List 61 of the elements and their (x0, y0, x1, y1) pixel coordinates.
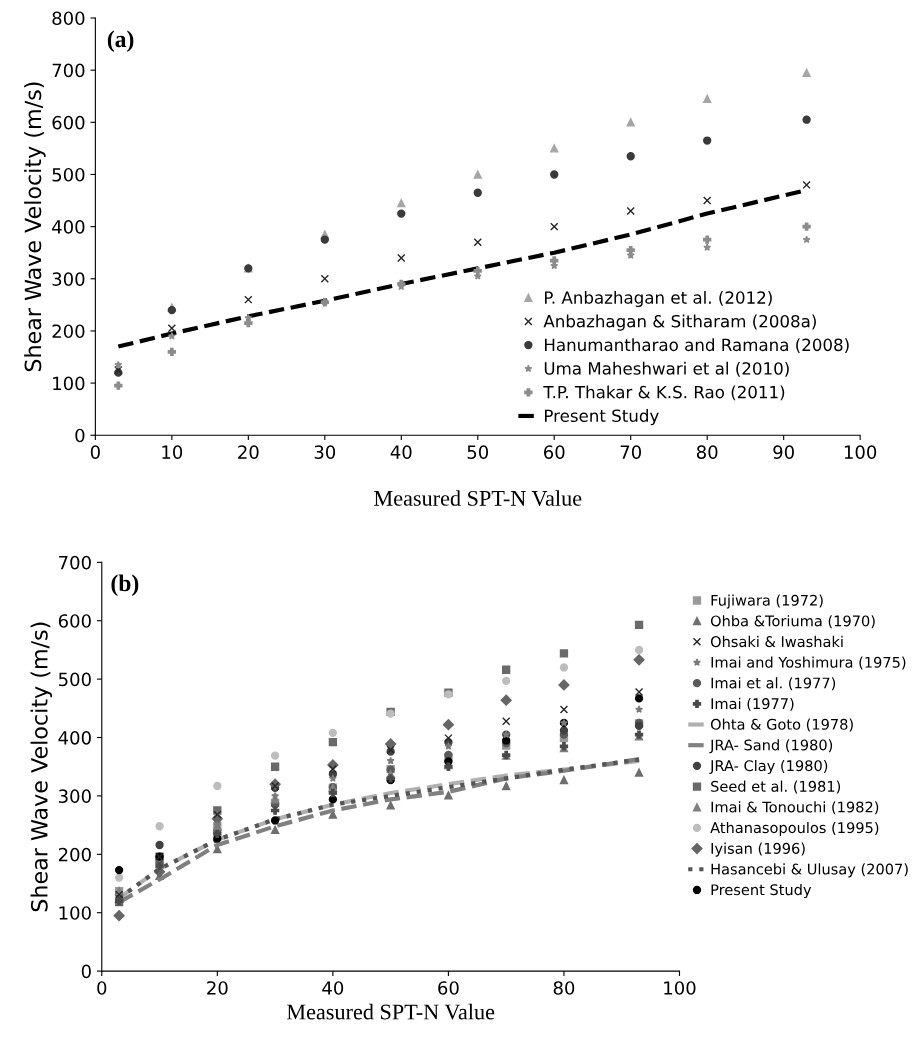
y-axis-title: Shear Wave Velocity (m/s) (30, 622, 53, 912)
legend-label: JRA- Clay (1980) (709, 759, 828, 775)
y-tick-label: 700 (52, 63, 85, 78)
y-tick-label: 500 (52, 167, 85, 182)
chart-title: (b) (111, 574, 139, 596)
legend-label: Present Study (545, 409, 659, 426)
legend-label: T.P. Thakar & K.S. Rao (2011) (543, 385, 785, 401)
legend-label: Imai and Yoshimura (1975) (711, 656, 906, 670)
x-tick-label: 30 (314, 445, 336, 459)
legend-label: Imai & Tonouchi (1982) (711, 801, 879, 815)
legend-label: Seed et al. (1981) (711, 780, 841, 794)
x-tick-label: 20 (238, 445, 259, 459)
legend-label: Anbazhagan & Sitharam (2008a) (543, 314, 816, 331)
x-tick-label: 70 (620, 445, 641, 459)
x-tick-label: 40 (390, 445, 412, 459)
x-axis-title: Measured SPT-N Value (374, 490, 582, 506)
x-tick-label: 10 (162, 445, 183, 459)
chart-title: (a) (107, 30, 134, 52)
x-tick-label: 90 (773, 445, 794, 459)
y-tick-label: 800 (52, 11, 85, 26)
y-tick-label: 400 (52, 220, 85, 234)
y-tick-label: 500 (58, 672, 91, 687)
legend-label: Ohba &Toriuma (1970) (710, 615, 875, 629)
legend-label: Hasancebi & Ulusay (2007) (711, 863, 908, 878)
legend-label: Imai et al. (1977) (711, 677, 836, 691)
x-tick-label: 80 (553, 981, 575, 995)
x-tick-label: 0 (90, 445, 100, 459)
x-tick-label: 60 (544, 445, 565, 459)
y-tick-label: 200 (58, 847, 91, 862)
legend-label: JRA- Sand (1980) (709, 739, 833, 754)
y-tick-label: 300 (52, 272, 85, 286)
y-tick-label: 400 (58, 730, 91, 745)
legend-label: Ohsaki & Iwashaki (710, 635, 843, 648)
legend-label: Iyisan (1996) (711, 842, 805, 857)
x-tick-label: 100 (844, 445, 877, 459)
y-tick-label: 600 (58, 614, 91, 628)
y-tick-label: 700 (59, 555, 91, 570)
y-tick-label: 300 (58, 789, 91, 804)
y-tick-label: 100 (59, 906, 91, 920)
legend-label: P. Anbazhagan et al. (2012) (545, 290, 772, 308)
x-axis-title: Measured SPT-N Value (286, 1003, 495, 1020)
legend-label: Fujiwara (1972) (711, 594, 823, 609)
x-tick-label: 20 (207, 981, 228, 995)
x-tick-label: 60 (438, 981, 459, 995)
y-tick-label: 100 (53, 376, 85, 391)
x-tick-label: 50 (467, 445, 489, 459)
x-tick-label: 40 (322, 981, 344, 995)
legend-label: Uma Maheshwari et al (2010) (544, 361, 789, 377)
x-tick-label: 80 (696, 445, 718, 459)
legend-label: Present Study (711, 883, 812, 899)
y-tick-label: 200 (52, 324, 85, 339)
y-tick-label: 0 (75, 428, 85, 443)
y-axis-title: Shear Wave Velocity (m/s) (24, 82, 46, 372)
x-tick-label: 0 (97, 981, 107, 995)
legend-label: Athanasopoulos (1995) (710, 821, 879, 837)
y-tick-label: 600 (52, 115, 85, 130)
legend-label: Ohta & Goto (1978) (710, 718, 853, 732)
legend-label: Imai (1977) (711, 697, 794, 711)
x-tick-label: 100 (664, 981, 696, 995)
y-tick-label: 0 (81, 964, 91, 979)
legend-label: Hanumantharao and Ramana (2008) (545, 338, 849, 354)
